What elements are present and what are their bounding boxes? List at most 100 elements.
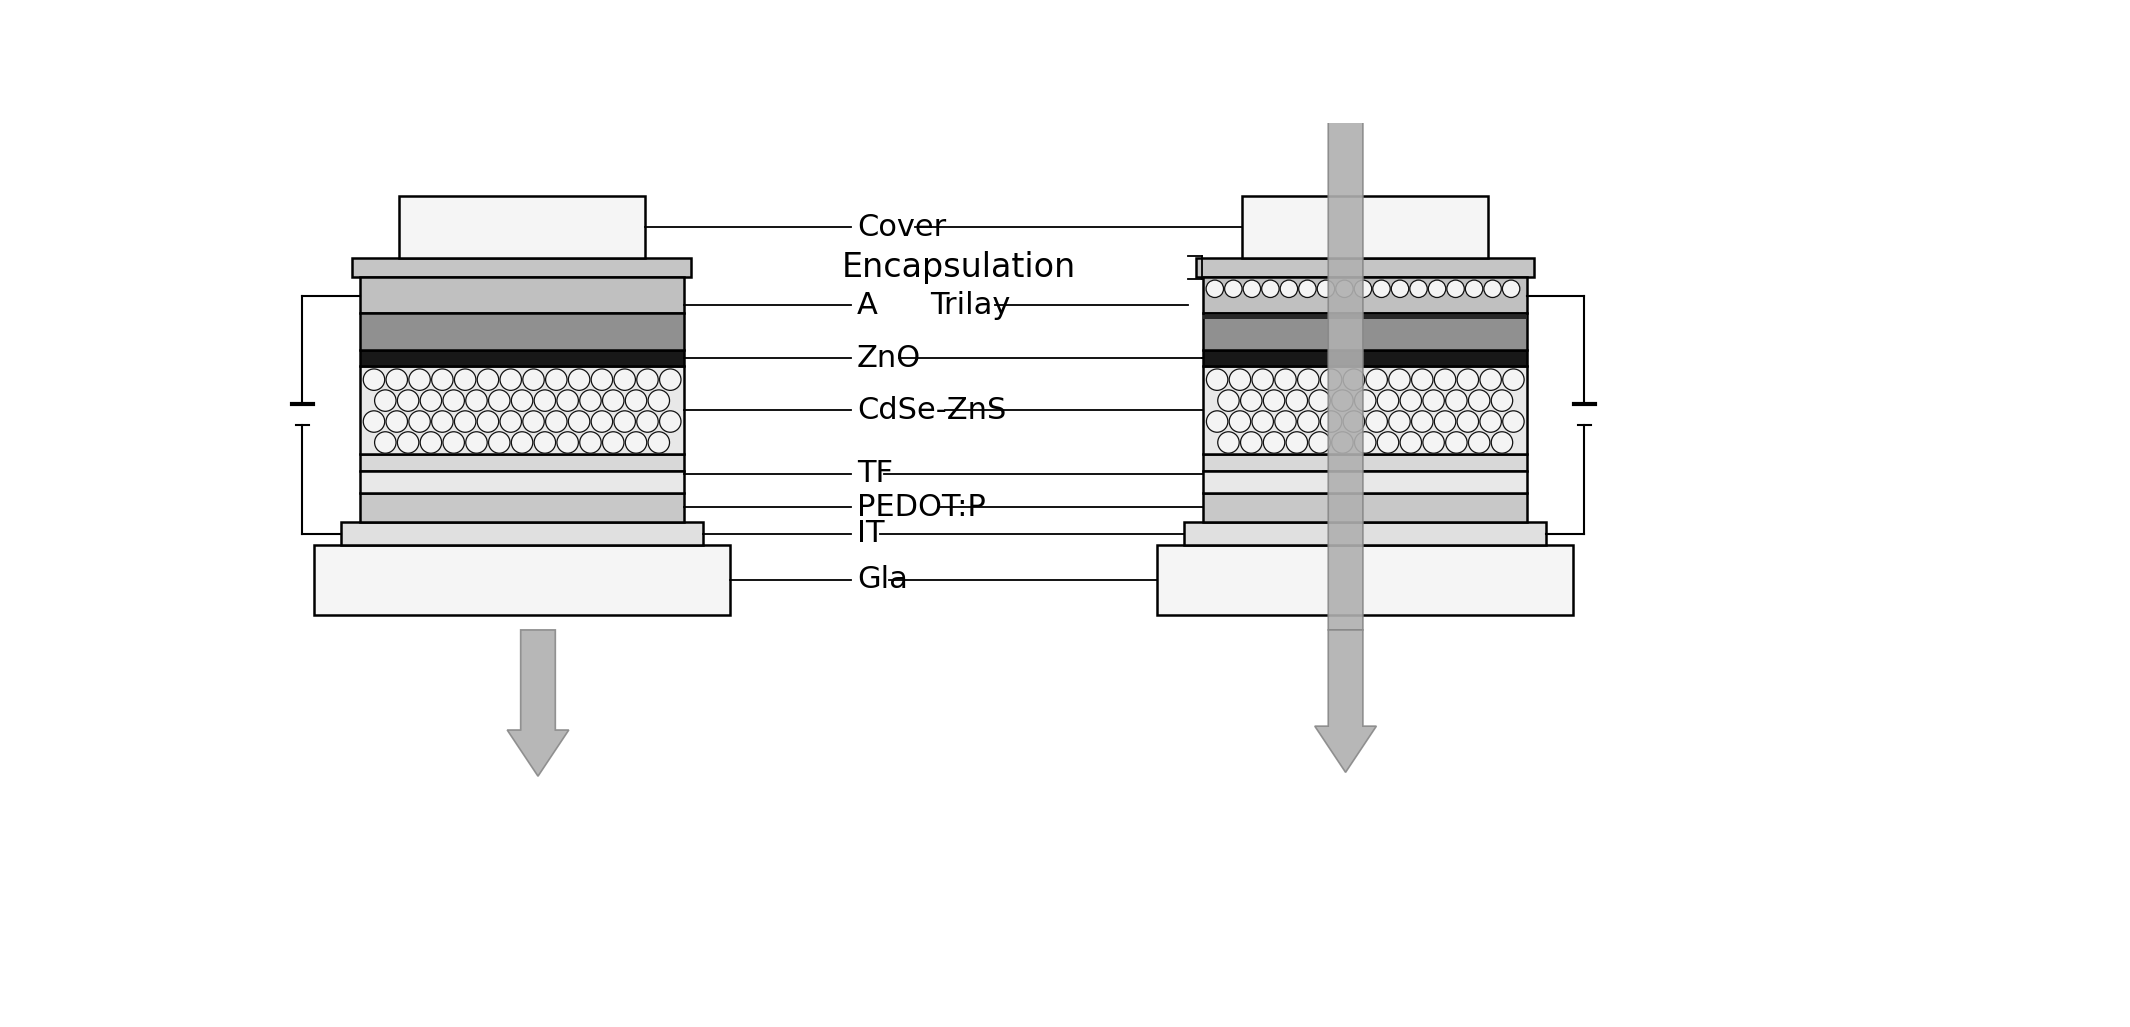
Circle shape (592, 369, 613, 390)
Bar (1203, 313, 1527, 350)
Circle shape (1491, 390, 1512, 411)
Circle shape (1274, 369, 1297, 390)
Circle shape (1310, 431, 1331, 453)
Circle shape (501, 411, 522, 432)
Circle shape (1502, 411, 1525, 432)
Circle shape (364, 411, 386, 432)
Bar (1195, 258, 1534, 277)
Circle shape (1252, 411, 1274, 432)
Circle shape (1316, 280, 1336, 298)
Circle shape (1218, 431, 1240, 453)
Bar (360, 454, 684, 471)
Circle shape (545, 411, 567, 432)
Circle shape (1287, 431, 1308, 453)
Text: Encapsulation: Encapsulation (841, 252, 1076, 284)
Circle shape (1457, 369, 1478, 390)
Circle shape (1446, 431, 1468, 453)
Circle shape (1331, 390, 1353, 411)
Circle shape (1446, 390, 1468, 411)
Circle shape (1229, 411, 1250, 432)
FancyArrow shape (507, 630, 569, 776)
Circle shape (466, 390, 488, 411)
Circle shape (488, 431, 509, 453)
Circle shape (1423, 390, 1444, 411)
Circle shape (477, 369, 498, 390)
Circle shape (556, 431, 579, 453)
Bar (360, 366, 684, 454)
Circle shape (1297, 369, 1318, 390)
Circle shape (522, 411, 545, 432)
Circle shape (1410, 280, 1427, 298)
Circle shape (511, 390, 532, 411)
Circle shape (454, 411, 475, 432)
Text: PEDOT:P: PEDOT:P (856, 493, 986, 522)
Circle shape (522, 369, 545, 390)
Circle shape (443, 431, 464, 453)
Circle shape (1225, 280, 1242, 298)
Circle shape (1261, 280, 1280, 298)
Circle shape (1355, 390, 1376, 411)
Circle shape (1433, 369, 1455, 390)
Circle shape (592, 411, 613, 432)
Circle shape (1480, 369, 1502, 390)
FancyArrow shape (1314, 630, 1376, 772)
Circle shape (1485, 280, 1502, 298)
Circle shape (569, 369, 590, 390)
Circle shape (1331, 431, 1353, 453)
Circle shape (511, 431, 532, 453)
Circle shape (420, 390, 441, 411)
Bar (1203, 277, 1527, 313)
Bar (1203, 350, 1527, 366)
Circle shape (432, 411, 454, 432)
Bar (1203, 315, 1527, 318)
Circle shape (1218, 390, 1240, 411)
Circle shape (613, 411, 635, 432)
Circle shape (648, 431, 669, 453)
Circle shape (1240, 390, 1261, 411)
Circle shape (1399, 390, 1421, 411)
Circle shape (1389, 411, 1410, 432)
Circle shape (375, 390, 396, 411)
Bar (1203, 454, 1527, 471)
Text: CdSe-ZnS: CdSe-ZnS (856, 395, 1005, 424)
Circle shape (1287, 390, 1308, 411)
Text: A: A (856, 291, 878, 319)
Circle shape (1423, 431, 1444, 453)
Bar (313, 545, 731, 614)
Circle shape (1446, 280, 1463, 298)
Circle shape (637, 369, 658, 390)
Circle shape (1389, 369, 1410, 390)
Circle shape (1457, 411, 1478, 432)
Circle shape (1372, 280, 1391, 298)
Circle shape (501, 369, 522, 390)
Circle shape (660, 369, 682, 390)
Circle shape (1433, 411, 1455, 432)
Circle shape (1240, 431, 1261, 453)
Circle shape (1263, 390, 1284, 411)
Circle shape (1252, 369, 1274, 390)
Bar (398, 196, 645, 258)
Text: Cover: Cover (856, 213, 946, 241)
Bar (351, 258, 692, 277)
Circle shape (1378, 431, 1399, 453)
Circle shape (398, 431, 420, 453)
Circle shape (1336, 280, 1353, 298)
Bar (1203, 493, 1527, 522)
Circle shape (579, 431, 601, 453)
Bar (1184, 522, 1546, 545)
Circle shape (1206, 411, 1227, 432)
Circle shape (1206, 280, 1223, 298)
Circle shape (1502, 369, 1525, 390)
Circle shape (477, 411, 498, 432)
Circle shape (1263, 431, 1284, 453)
Circle shape (1355, 280, 1372, 298)
Circle shape (1412, 411, 1433, 432)
Circle shape (613, 369, 635, 390)
Circle shape (409, 369, 430, 390)
Circle shape (535, 431, 556, 453)
Circle shape (1244, 280, 1261, 298)
Circle shape (1468, 431, 1489, 453)
Circle shape (375, 431, 396, 453)
Circle shape (569, 411, 590, 432)
Text: ZnO: ZnO (856, 344, 920, 373)
